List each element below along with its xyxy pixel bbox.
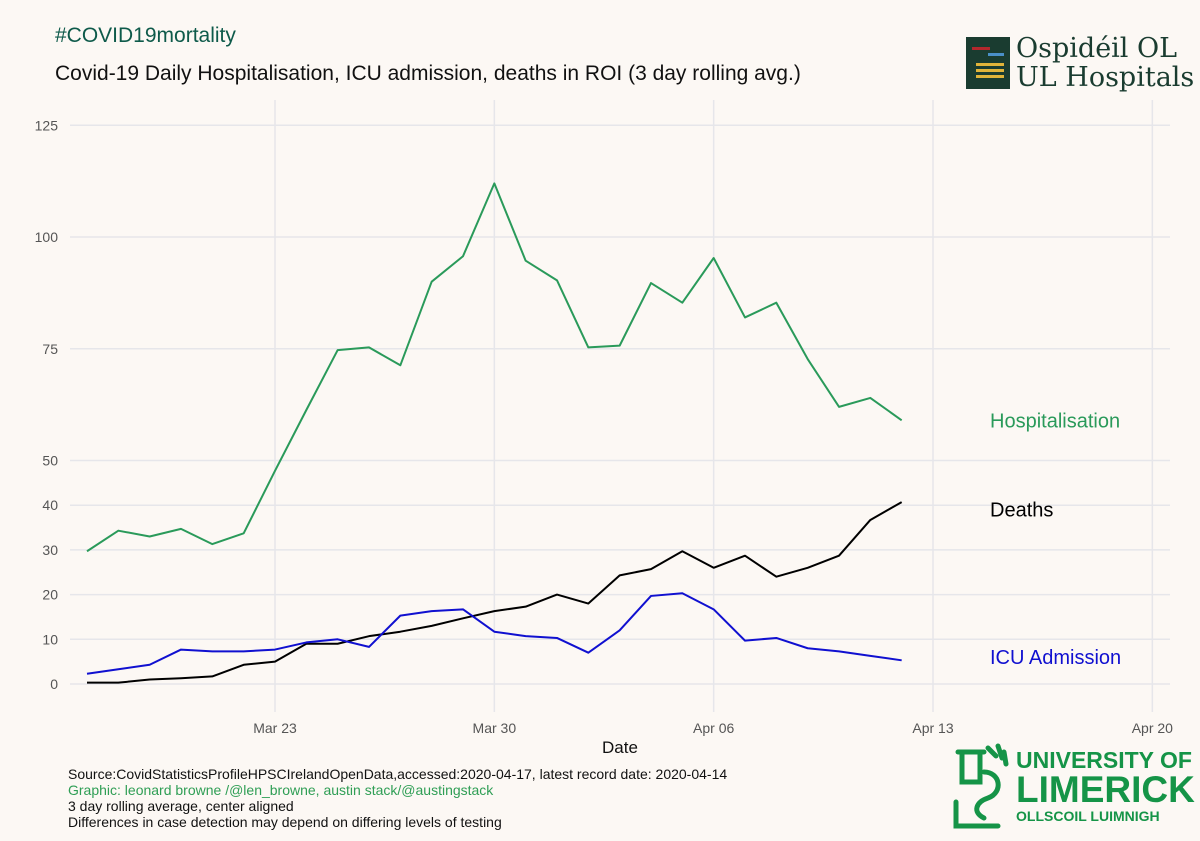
testing-note: Differences in case detection may depend… [68, 814, 502, 830]
x-tick-label: Apr 13 [912, 720, 953, 736]
university-of-limerick-logo: UNIVERSITY OF LIMERICK OLLSCOIL LUIMNIGH [948, 742, 1195, 830]
icu-label: ICU Admission [990, 647, 1121, 669]
ul-line-2: LIMERICK [1016, 769, 1195, 810]
y-tick-label: 50 [42, 453, 58, 469]
hashtag: #COVID19mortality [55, 24, 236, 47]
y-tick-label: 40 [42, 497, 58, 513]
deaths-label: Deaths [990, 500, 1053, 522]
y-tick-label: 75 [42, 341, 58, 357]
hospitalisation-line [86, 182, 903, 553]
x-tick-label: Mar 23 [253, 720, 297, 736]
chart-title: Covid-19 Daily Hospitalisation, ICU admi… [55, 62, 801, 85]
grid-lines [70, 100, 1170, 712]
logo-line-1: Ospidéil OL [1016, 33, 1178, 64]
graphic-credit: Graphic: leonard browne /@len_browne, au… [68, 782, 494, 798]
y-tick-label: 30 [42, 542, 58, 558]
series-labels: Hospitalisation Deaths ICU Admission [990, 410, 1121, 669]
y-tick-label: 100 [35, 229, 59, 245]
ul-line-1: UNIVERSITY OF [1016, 747, 1192, 773]
y-axis-ticks: 0 10 20 30 40 50 75 100 125 [35, 117, 59, 692]
x-tick-label: Apr 06 [693, 720, 734, 736]
ul-hospitals-emblem-icon [966, 37, 1010, 89]
deaths-line [87, 501, 903, 684]
y-tick-label: 10 [42, 631, 58, 647]
y-tick-label: 0 [50, 676, 58, 692]
limerick-crest-icon [953, 743, 1009, 829]
ul-hospitals-logo: Ospidéil OL UL Hospitals [966, 34, 1194, 92]
y-tick-label: 125 [35, 117, 59, 133]
ul-line-3: OLLSCOIL LUIMNIGH [1016, 808, 1160, 824]
x-axis-label: Date [602, 738, 638, 757]
x-axis-ticks: Mar 23 Mar 30 Apr 06 Apr 13 Apr 20 [253, 720, 1173, 736]
icu-line [86, 592, 902, 675]
footer-notes: Source:CovidStatisticsProfileHPSCIreland… [68, 766, 727, 830]
rolling-average-note: 3 day rolling average, center aligned [68, 798, 294, 814]
logo-line-2: UL Hospitals [1016, 62, 1195, 93]
hospitalisation-label: Hospitalisation [990, 410, 1120, 432]
y-tick-label: 20 [42, 587, 58, 603]
x-tick-label: Mar 30 [473, 720, 517, 736]
x-tick-label: Apr 20 [1132, 720, 1173, 736]
series-lines [86, 182, 903, 684]
source-note: Source:CovidStatisticsProfileHPSCIreland… [68, 766, 728, 782]
